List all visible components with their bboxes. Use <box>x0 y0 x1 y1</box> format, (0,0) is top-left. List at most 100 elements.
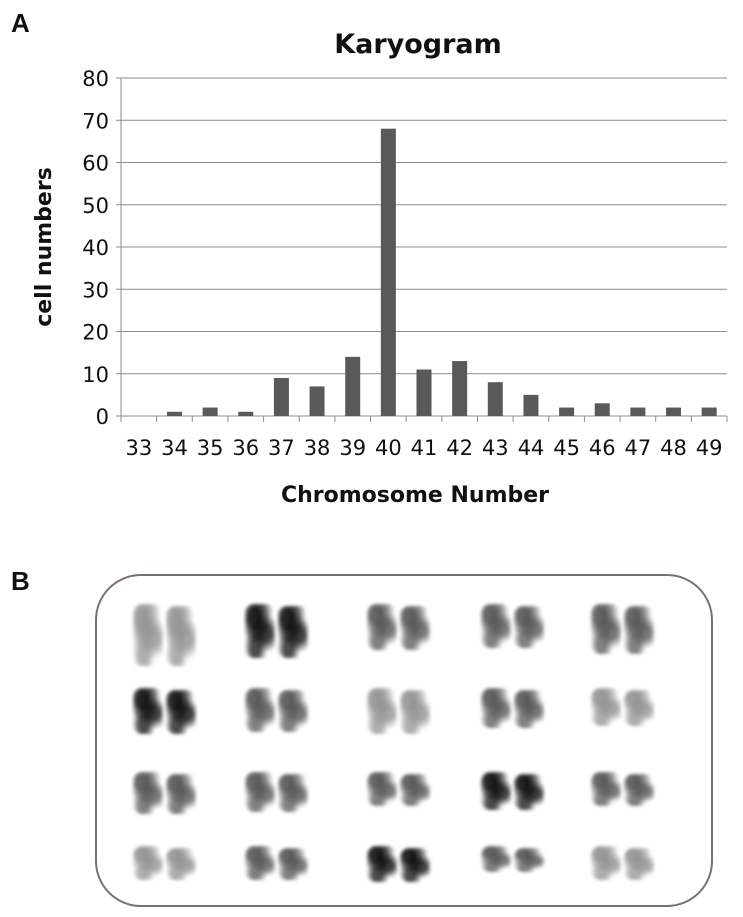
y-tick-label: 50 <box>82 194 109 218</box>
bar-35 <box>202 407 218 416</box>
y-tick-label: 0 <box>96 405 109 429</box>
chromosome <box>245 604 275 658</box>
chromosome-pair <box>591 688 654 726</box>
chromosome-pair <box>133 604 196 666</box>
chromosome-pair <box>367 846 430 882</box>
chromosome <box>481 772 511 810</box>
x-tick-label: 35 <box>197 436 224 460</box>
chromosome-pair <box>367 604 430 650</box>
chromosome <box>166 774 196 814</box>
chromosome-pair <box>245 604 308 658</box>
chromosome-pair <box>591 604 654 654</box>
chromosome <box>514 774 544 810</box>
chromosome <box>278 774 308 812</box>
chromosome-pair <box>591 772 654 806</box>
bar-36 <box>238 411 254 416</box>
chromosome <box>278 848 308 880</box>
x-tick-label: 38 <box>304 436 331 460</box>
bar-48 <box>666 407 682 416</box>
chromosome <box>481 688 511 728</box>
y-tick-label: 30 <box>82 278 109 302</box>
chromosome <box>245 772 275 812</box>
chromosome <box>624 848 654 880</box>
chromosome <box>367 772 397 806</box>
bar-40 <box>380 128 396 416</box>
chromosome <box>591 604 621 654</box>
x-tick-label: 46 <box>589 436 616 460</box>
chromosome <box>514 606 544 648</box>
bar-34 <box>166 411 182 416</box>
bar-46 <box>594 403 610 416</box>
chromosome <box>367 604 397 650</box>
chromosome-pair <box>481 846 544 872</box>
x-tick-label: 33 <box>125 436 152 460</box>
chromosome <box>514 848 544 872</box>
y-axis-label: cell numbers <box>32 167 57 327</box>
y-tick-label: 40 <box>82 236 109 260</box>
x-tick-label: 40 <box>375 436 402 460</box>
bar-43 <box>487 382 503 416</box>
y-tick-label: 10 <box>82 363 109 387</box>
y-tick-label: 70 <box>82 109 109 133</box>
chromosome-pair <box>245 688 308 732</box>
bar-45 <box>559 407 575 416</box>
y-tick-label: 80 <box>82 67 109 91</box>
x-tick-label: 49 <box>696 436 723 460</box>
chromosome-pair <box>245 846 308 880</box>
chromosome <box>245 846 275 880</box>
bar-44 <box>523 394 539 416</box>
chromosome-pair <box>245 772 308 812</box>
x-tick-label: 37 <box>268 436 295 460</box>
bar-38 <box>309 386 325 416</box>
x-tick-label: 34 <box>161 436 188 460</box>
chromosome-pair <box>367 688 430 734</box>
karyogram-chart: 0 10 20 30 40 50 60 70 80 33 34 35 36 37 38 39 40 41 42 43 4… <box>32 29 728 508</box>
x-tick-label: 43 <box>482 436 509 460</box>
chromosome <box>166 848 196 880</box>
bar-39 <box>345 356 361 416</box>
x-tick-label: 39 <box>339 436 366 460</box>
chromosome <box>400 774 430 806</box>
chromosome <box>133 846 163 880</box>
chromosome <box>133 604 163 666</box>
chart-title: Karyogram <box>334 29 502 60</box>
karyotype-image <box>95 574 713 907</box>
chromosome <box>481 604 511 648</box>
chromosome <box>367 688 397 734</box>
chromosome <box>624 606 654 654</box>
chromosome-pair <box>481 604 544 648</box>
bar-41 <box>416 369 432 416</box>
x-axis-label: Chromosome Number <box>281 483 549 508</box>
chromosome <box>481 846 511 872</box>
chromosome <box>367 846 397 882</box>
chromosome <box>591 688 621 726</box>
chromosome <box>133 772 163 814</box>
bar-47 <box>630 407 646 416</box>
bar-42 <box>452 361 468 416</box>
chromosome <box>278 690 308 732</box>
chromosome <box>624 774 654 806</box>
chromosome <box>591 772 621 806</box>
x-tick-label: 42 <box>446 436 473 460</box>
chromosome-pair <box>367 772 430 806</box>
chromosome <box>400 606 430 650</box>
bar-49 <box>701 407 717 416</box>
chromosome-pair <box>481 688 544 728</box>
x-tick-label: 36 <box>232 436 259 460</box>
bar-37 <box>273 377 289 416</box>
chromosome <box>400 690 430 734</box>
x-tick-label: 45 <box>553 436 580 460</box>
y-tick-label: 20 <box>82 321 109 345</box>
chromosome <box>166 606 196 666</box>
x-tick-label: 44 <box>518 436 545 460</box>
x-tick-label: 48 <box>660 436 687 460</box>
panel-b-label: B <box>11 566 30 596</box>
chromosome <box>400 848 430 882</box>
chromosome <box>514 690 544 728</box>
chromosome <box>166 690 196 734</box>
chromosome <box>591 846 621 880</box>
chromosome <box>133 688 163 734</box>
chromosome-pair <box>133 772 196 814</box>
y-tick-label: 60 <box>82 152 109 176</box>
x-tick-label: 41 <box>411 436 438 460</box>
